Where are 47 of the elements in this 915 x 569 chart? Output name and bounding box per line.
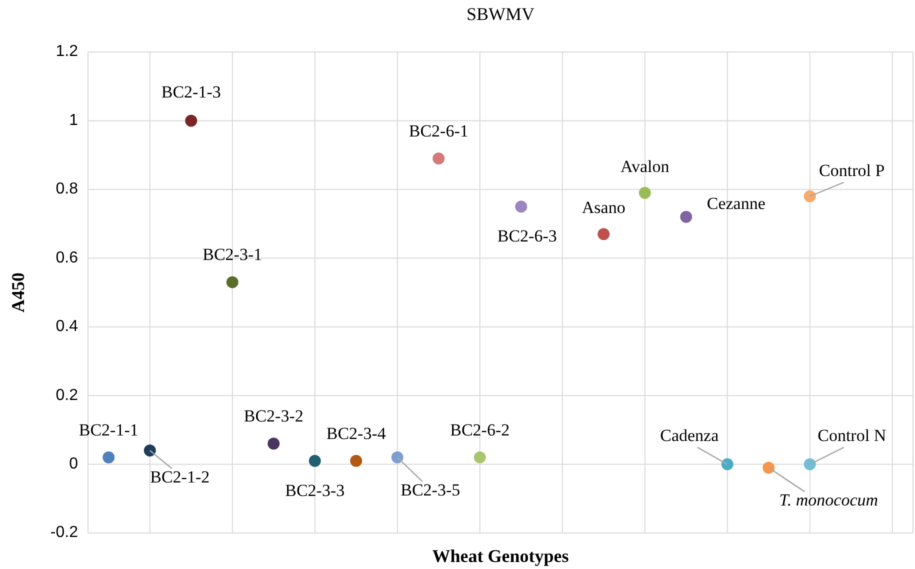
annotation: BC2-3-5 bbox=[400, 480, 460, 500]
annotation: Cezanne bbox=[706, 194, 766, 213]
point bbox=[432, 152, 445, 165]
point bbox=[680, 210, 692, 223]
annotation: Control N bbox=[818, 426, 886, 446]
y-tick-label: 0.4 bbox=[56, 318, 78, 336]
y-axis-title: A450 bbox=[8, 272, 28, 312]
annotation: T. monococum bbox=[779, 490, 878, 510]
y-tick-label: 0.6 bbox=[56, 249, 78, 266]
point bbox=[102, 451, 115, 464]
annotation: BC2-6-2 bbox=[450, 420, 510, 440]
annotation: Asano bbox=[582, 198, 626, 217]
annotation: BC2-3-3 bbox=[285, 480, 345, 500]
annotation: BC2-6-1 bbox=[408, 121, 468, 140]
point bbox=[268, 438, 280, 450]
annotation: BC2-1-3 bbox=[161, 82, 221, 102]
annotation: BC2-1-1 bbox=[78, 420, 138, 440]
y-tick-label: -0.2 bbox=[50, 524, 78, 542]
chart-title: SBWMV bbox=[466, 4, 535, 24]
annotation: BC2-1-2 bbox=[150, 467, 210, 486]
point bbox=[804, 190, 816, 202]
point bbox=[185, 114, 198, 127]
point bbox=[144, 444, 156, 457]
annotation: BC2-6-3 bbox=[497, 226, 557, 246]
point bbox=[391, 451, 404, 464]
x-axis-title: Wheat Genotypes bbox=[432, 546, 569, 566]
annotation: BC2-3-1 bbox=[202, 245, 262, 264]
y-tick-label: 0.8 bbox=[56, 180, 78, 198]
annotation: BC2-3-2 bbox=[244, 406, 304, 426]
y-tick-label: 0 bbox=[69, 456, 78, 473]
point bbox=[721, 458, 734, 470]
annotation: Avalon bbox=[620, 156, 670, 176]
point bbox=[762, 462, 775, 474]
point bbox=[226, 276, 238, 288]
point bbox=[804, 458, 816, 470]
y-tick-label: 1 bbox=[69, 112, 78, 129]
point bbox=[308, 454, 321, 467]
annotation: BC2-3-4 bbox=[326, 424, 386, 443]
point bbox=[598, 228, 610, 240]
y-tick-label: 0.2 bbox=[56, 386, 78, 404]
annotation: Cadenza bbox=[660, 426, 720, 446]
point bbox=[350, 454, 362, 467]
point bbox=[474, 451, 486, 464]
point bbox=[638, 186, 651, 199]
annotation: Control P bbox=[819, 161, 885, 180]
y-tick-label: 1.2 bbox=[56, 43, 78, 60]
point bbox=[515, 200, 528, 213]
